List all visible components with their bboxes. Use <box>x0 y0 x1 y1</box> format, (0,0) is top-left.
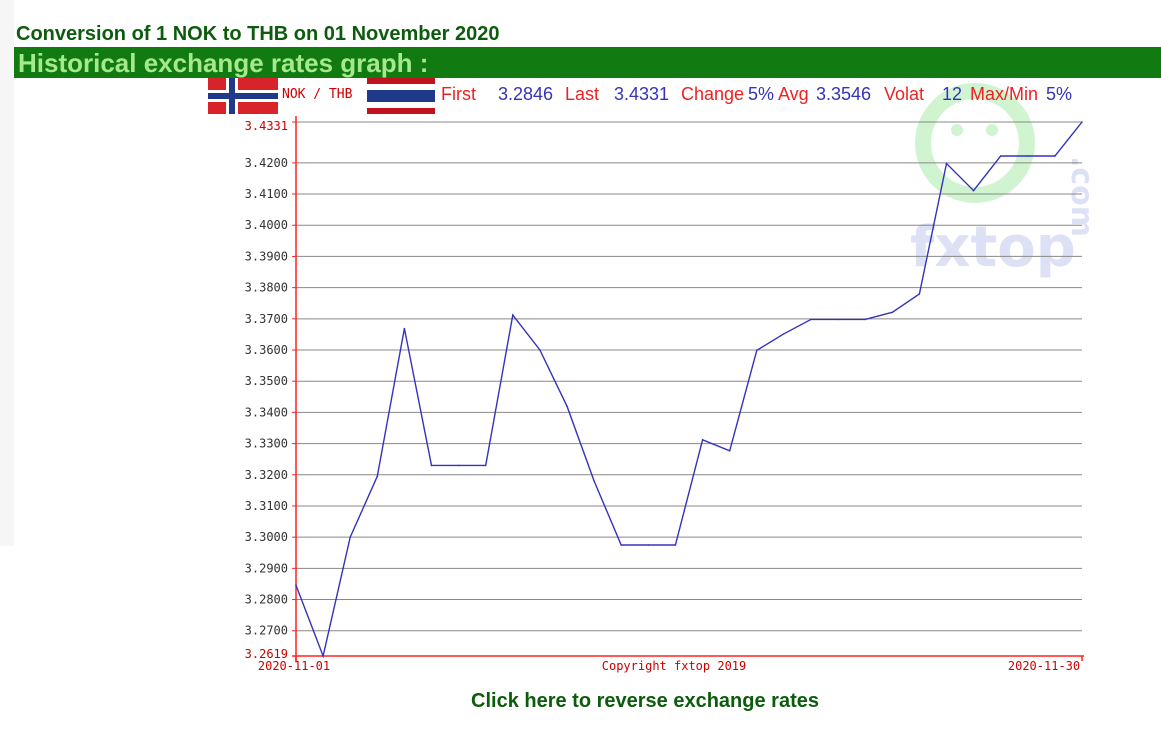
copyright-text: Copyright fxtop 2019 <box>602 659 747 673</box>
y-tick-label: 3.3700 <box>245 312 288 326</box>
data-point <box>620 544 622 546</box>
data-point <box>918 293 921 295</box>
x-tick-label-end: 2020-11-30 <box>1008 659 1080 673</box>
side-panel <box>0 0 14 546</box>
data-point <box>837 318 839 321</box>
avg-value: 3.3546 <box>816 84 871 104</box>
exchange-rate-chart: fxtop .com NOK / THB First 3.2846 Last 3… <box>208 78 1090 673</box>
smiley-eye-left <box>951 124 963 136</box>
data-point <box>349 536 351 538</box>
y-tick-label: 3.3900 <box>245 249 288 263</box>
y-tick-label: 3.4000 <box>245 218 288 232</box>
change-value: 5% <box>748 84 774 104</box>
data-point <box>647 544 650 546</box>
y-tick-label: 3.2700 <box>245 624 288 638</box>
data-point <box>484 464 487 467</box>
data-point <box>701 439 704 441</box>
axes <box>292 116 1084 662</box>
section-header-bar: Historical exchange rates graph : <box>14 47 1161 78</box>
x-tick-labels: 2020-11-01 2020-11-30 <box>258 659 1080 673</box>
volat-value: 12 <box>942 84 962 104</box>
data-point <box>403 327 406 330</box>
maxmin-label: Max/Min <box>970 84 1038 104</box>
data-point <box>457 464 460 467</box>
stats-line: First 3.2846 Last 3.4331 Change 5% Avg 3… <box>441 84 1072 104</box>
grid-lines <box>296 121 1082 632</box>
y-tick-label: 3.4200 <box>245 156 288 170</box>
change-label: Change <box>681 84 744 104</box>
last-label: Last <box>565 84 599 104</box>
y-tick-label: 3.3500 <box>245 374 288 388</box>
watermark-com-text: .com <box>1064 156 1090 237</box>
smiley-eye-right <box>986 124 998 136</box>
y-tick-labels: 3.2619 3.2700 3.2800 3.2900 3.3000 3.3100 3.32… <box>245 119 288 661</box>
watermark-text: fxtop <box>910 215 1076 280</box>
y-tick-label: 3.3200 <box>245 468 288 482</box>
data-point <box>539 349 541 351</box>
series-line <box>295 121 1083 659</box>
data-point <box>864 318 866 321</box>
data-point <box>1027 155 1029 157</box>
smiley-watermark-icon <box>915 83 1035 203</box>
x-tick-label-start: 2020-11-01 <box>258 659 330 673</box>
y-tick-label: 3.2619 <box>245 647 288 661</box>
maxmin-value: 5% <box>1046 84 1072 104</box>
last-value: 3.4331 <box>614 84 669 104</box>
chart-header: NOK / THB First 3.2846 Last 3.4331 Chang… <box>208 78 1072 114</box>
y-tick-label: 3.3800 <box>245 281 288 295</box>
data-point <box>728 450 731 452</box>
y-tick-label: 3.2900 <box>245 561 288 575</box>
first-value: 3.2846 <box>498 84 553 104</box>
data-point <box>972 189 975 192</box>
section-title: Historical exchange rates graph : <box>18 48 429 78</box>
data-point <box>756 349 758 352</box>
data-point <box>430 464 433 467</box>
page-title: Conversion of 1 NOK to THB on 01 Novembe… <box>16 23 500 45</box>
data-point <box>891 311 894 314</box>
data-point <box>593 480 595 482</box>
data-point <box>566 405 568 408</box>
rate-series-line <box>295 121 1083 659</box>
first-label: First <box>441 84 476 104</box>
data-point <box>810 318 812 321</box>
avg-label: Avg <box>778 84 809 104</box>
norway-flag-icon <box>208 78 278 114</box>
y-tick-label: 3.3400 <box>245 405 288 419</box>
y-tick-label: 3.4331 <box>245 119 288 133</box>
data-point <box>1054 155 1056 157</box>
data-point <box>512 314 514 316</box>
volat-label: Volat <box>884 84 924 104</box>
data-point <box>322 655 324 657</box>
thailand-flag-icon <box>367 78 435 114</box>
data-point <box>674 544 677 546</box>
y-tick-label: 3.3600 <box>245 343 288 357</box>
data-point <box>945 162 948 165</box>
data-point <box>999 155 1002 157</box>
y-tick-label: 3.3000 <box>245 530 288 544</box>
data-point <box>376 475 379 478</box>
reverse-rates-link[interactable]: Click here to reverse exchange rates <box>471 690 819 712</box>
data-point <box>1081 121 1083 123</box>
data-point <box>783 333 785 335</box>
pair-label: NOK / THB <box>282 87 353 102</box>
fxtop-watermark: fxtop .com <box>910 83 1090 280</box>
y-tick-label: 3.4100 <box>245 187 288 201</box>
y-tick-label: 3.3300 <box>245 437 288 451</box>
data-point <box>295 584 297 586</box>
y-tick-label: 3.2800 <box>245 593 288 607</box>
y-tick-label: 3.3100 <box>245 499 288 513</box>
